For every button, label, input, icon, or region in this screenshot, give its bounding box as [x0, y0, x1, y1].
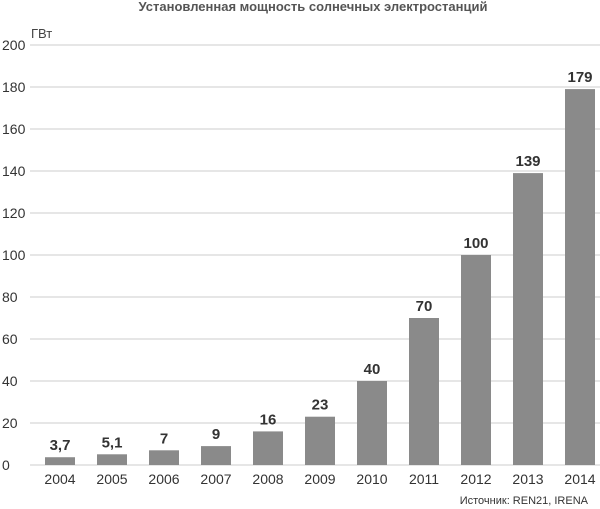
y-tick-20: 20: [2, 415, 18, 431]
data-label-2005: 5,1: [102, 434, 123, 451]
data-label-2006: 7: [160, 430, 168, 447]
x-tick-2010: 2010: [356, 471, 387, 487]
x-tick-2006: 2006: [148, 471, 179, 487]
y-axis-label: ГВт: [31, 26, 52, 41]
bar-2010: [357, 381, 387, 465]
x-tick-2005: 2005: [96, 471, 127, 487]
bar-2012: [461, 255, 491, 465]
y-tick-100: 100: [2, 247, 26, 263]
y-tick-180: 180: [2, 79, 26, 95]
x-tick-labels: 2004 2005 2006 2007 2008 2009 2010 2011 2012 2013…: [44, 471, 595, 487]
x-tick-2009: 2009: [304, 471, 335, 487]
data-label-2010: 40: [364, 361, 381, 378]
x-tick-2011: 2011: [409, 471, 439, 487]
bars: [45, 89, 595, 465]
data-label-2012: 100: [463, 235, 488, 252]
y-tick-80: 80: [2, 289, 18, 305]
x-tick-2014: 2014: [564, 471, 595, 487]
bar-2013: [513, 173, 543, 465]
x-tick-2008: 2008: [252, 471, 283, 487]
source-note: Источник: REN21, IRENA: [460, 495, 589, 507]
bar-2007: [201, 446, 231, 465]
bar-2004: [45, 457, 75, 465]
bar-2006: [149, 450, 179, 465]
chart-title: Установленная мощность солнечных электро…: [139, 0, 488, 14]
y-tick-labels: 0 20 40 60 80 100 120 140 160 180 200: [2, 37, 26, 473]
data-label-2014: 179: [567, 69, 592, 86]
y-tick-160: 160: [2, 121, 26, 137]
bar-2014: [565, 89, 595, 465]
x-tick-2013: 2013: [512, 471, 543, 487]
y-tick-140: 140: [2, 163, 26, 179]
bar-2005: [97, 454, 127, 465]
data-labels: 3,7 5,1 7 9 16 23 40 70 100 139 179: [50, 69, 593, 454]
bar-2009: [305, 416, 335, 465]
data-label-2004: 3,7: [50, 437, 71, 454]
x-tick-2012: 2012: [460, 471, 491, 487]
y-tick-40: 40: [2, 373, 18, 389]
bar-2011: [409, 318, 439, 465]
y-tick-60: 60: [2, 331, 18, 347]
y-tick-120: 120: [2, 205, 26, 221]
data-label-2007: 9: [212, 426, 220, 443]
data-label-2008: 16: [260, 411, 277, 428]
x-tick-2007: 2007: [200, 471, 231, 487]
bar-2008: [253, 431, 283, 465]
data-label-2011: 70: [416, 298, 433, 315]
y-tick-200: 200: [2, 37, 26, 53]
data-label-2009: 23: [312, 397, 329, 414]
gridlines: [30, 44, 600, 466]
data-label-2013: 139: [515, 153, 540, 170]
y-tick-0: 0: [2, 457, 10, 473]
x-tick-2004: 2004: [44, 471, 75, 487]
